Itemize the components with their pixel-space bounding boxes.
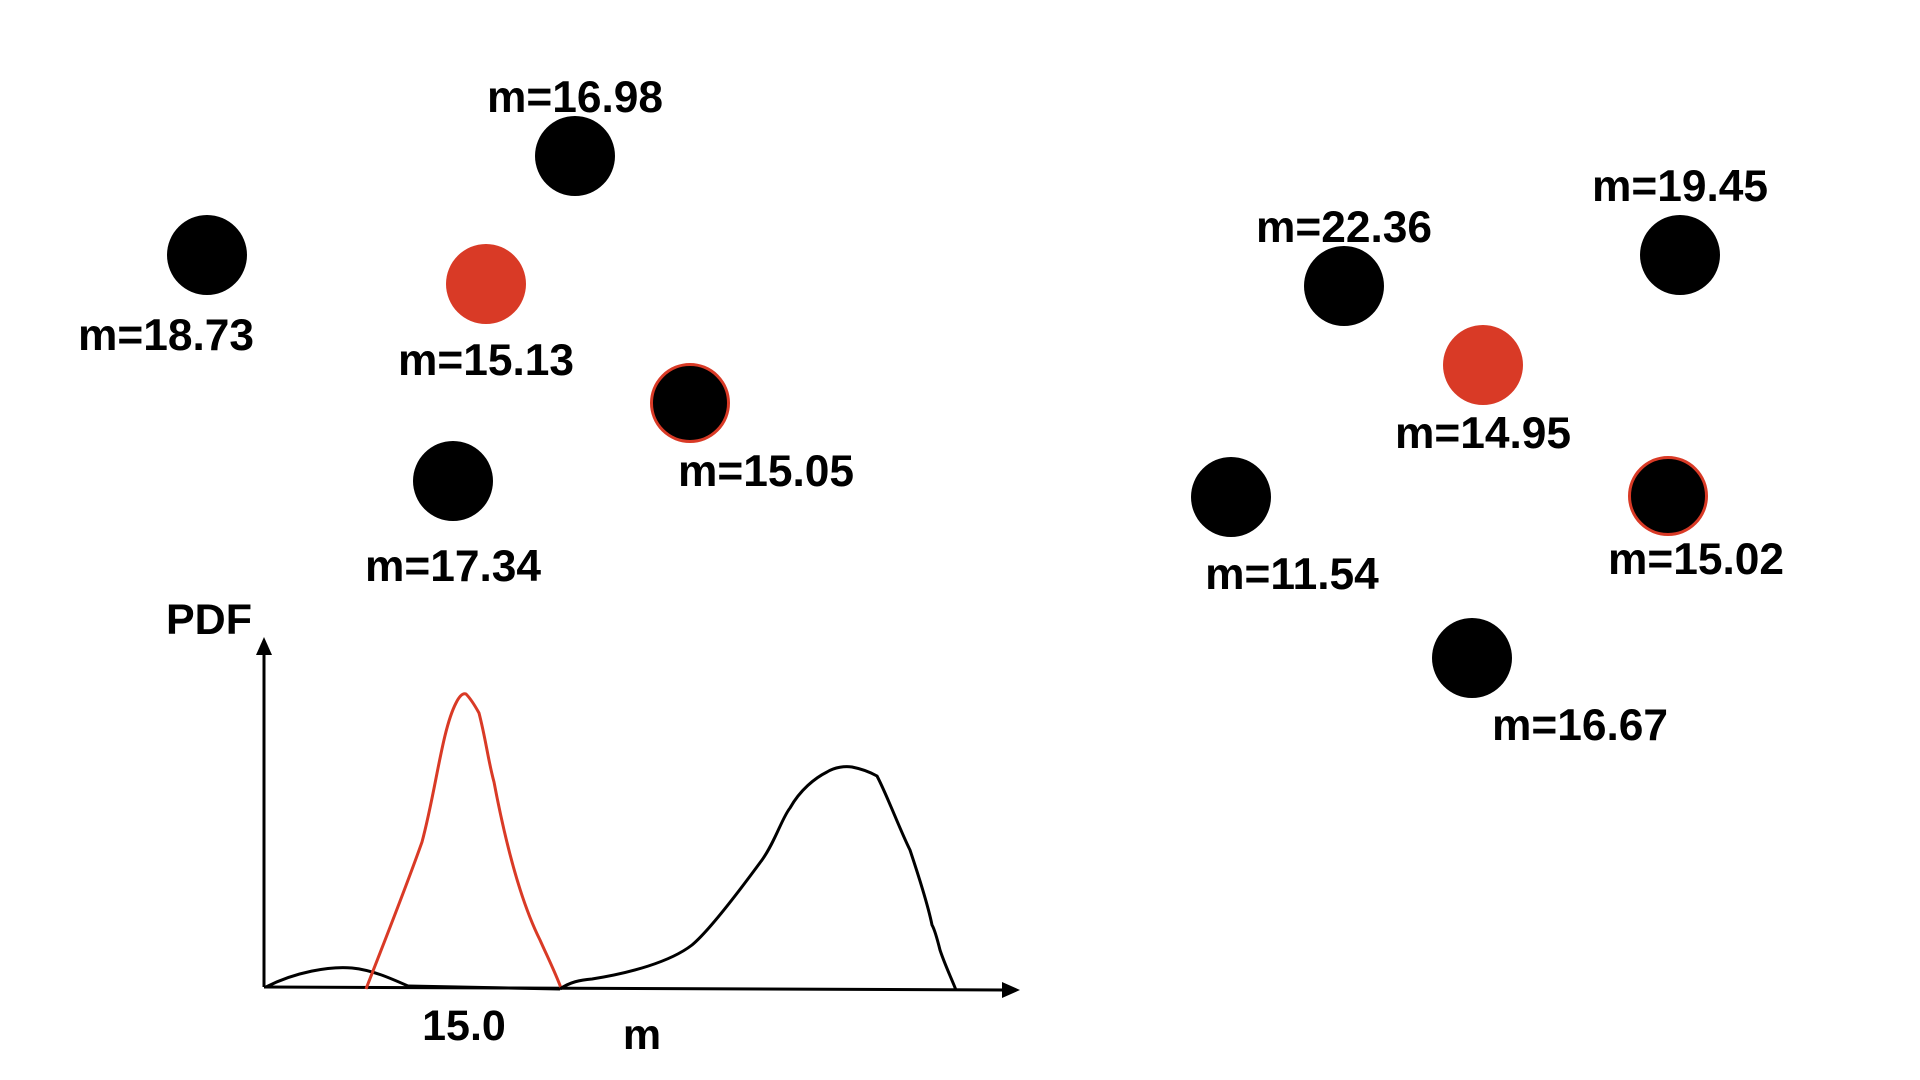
left-cluster: m=16.98 m=18.73 m=15.13 m=15.05 m=17.34 xyxy=(78,73,854,591)
node-circle xyxy=(413,441,493,521)
node-label: m=14.95 xyxy=(1395,409,1571,458)
node-circle-outlined xyxy=(650,363,730,443)
left-node-1873[interactable]: m=18.73 xyxy=(78,215,254,360)
x-axis-line xyxy=(263,985,1006,992)
node-label: m=19.45 xyxy=(1592,162,1768,211)
node-circle xyxy=(1640,215,1720,295)
node-label: m=22.36 xyxy=(1256,203,1432,252)
black-curve-small-bump xyxy=(265,966,409,989)
node-circle-highlight xyxy=(446,244,526,324)
left-node-1505-nearest[interactable]: m=15.05 xyxy=(650,363,855,497)
node-label: m=18.73 xyxy=(78,311,254,360)
node-label: m=15.02 xyxy=(1608,535,1784,584)
x-axis-arrowhead xyxy=(1002,982,1020,998)
y-axis-label: PDF xyxy=(166,596,252,644)
node-circle xyxy=(1191,457,1271,537)
pdf-plot: PDF m 15.0 xyxy=(166,596,1020,1059)
right-node-1945[interactable]: m=19.45 xyxy=(1592,162,1768,295)
node-label: m=11.54 xyxy=(1205,550,1379,599)
node-label: m=15.13 xyxy=(398,336,574,385)
node-label: m=16.98 xyxy=(487,73,663,122)
x-tick-label: 15.0 xyxy=(422,1002,506,1050)
node-circle xyxy=(1304,246,1384,326)
node-label: m=16.67 xyxy=(1492,701,1668,750)
node-circle xyxy=(1432,618,1512,698)
node-circle xyxy=(167,215,247,295)
x-axis-label: m xyxy=(623,1011,661,1059)
right-node-2236[interactable]: m=22.36 xyxy=(1256,203,1432,326)
left-node-1513-target[interactable]: m=15.13 xyxy=(398,244,574,385)
right-node-1154[interactable]: m=11.54 xyxy=(1191,457,1379,599)
black-curve-broad-peak xyxy=(559,765,958,991)
red-curve-narrow-peak xyxy=(364,692,563,990)
black-curve-tail xyxy=(407,984,561,991)
left-node-1734[interactable]: m=17.34 xyxy=(365,441,541,591)
node-circle-highlight xyxy=(1443,325,1523,405)
node-circle xyxy=(535,116,615,196)
y-axis-arrowhead xyxy=(256,637,272,655)
node-label: m=15.05 xyxy=(678,447,854,496)
left-node-1698[interactable]: m=16.98 xyxy=(487,73,663,196)
right-cluster: m=22.36 m=19.45 m=14.95 m=11.54 m=15.02 … xyxy=(1191,162,1784,750)
node-label: m=17.34 xyxy=(365,542,541,591)
right-node-1667[interactable]: m=16.67 xyxy=(1432,618,1668,750)
node-circle-outlined xyxy=(1628,456,1708,536)
right-node-1502-nearest[interactable]: m=15.02 xyxy=(1608,456,1784,585)
right-node-1495-target[interactable]: m=14.95 xyxy=(1395,325,1571,458)
